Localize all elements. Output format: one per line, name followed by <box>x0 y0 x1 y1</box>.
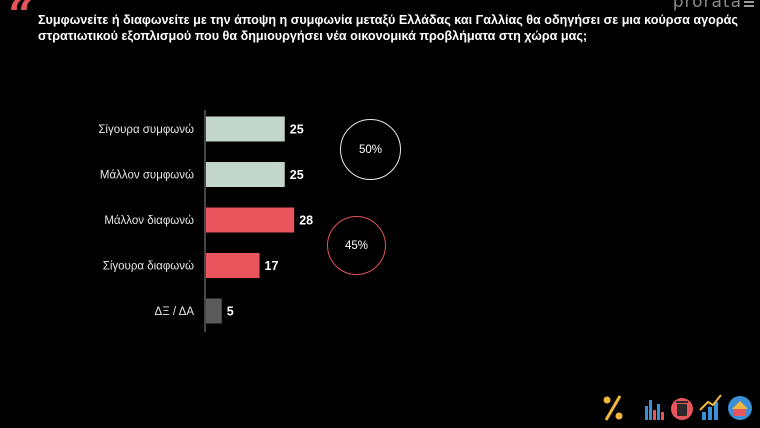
category-label: ΔΞ / ΔΑ <box>155 306 195 318</box>
percent-icon <box>603 395 623 421</box>
bar <box>206 162 285 187</box>
footer-icons <box>603 394 752 421</box>
bar-chart-icon <box>645 400 664 420</box>
disagree-total-label: 45% <box>344 239 369 252</box>
category-label: Σίγουρα διαφωνώ <box>103 261 194 273</box>
agree-total-label: 50% <box>358 143 383 156</box>
value-label: 28 <box>299 214 313 228</box>
logo-lines-icon <box>744 0 754 7</box>
house-icon <box>728 396 752 420</box>
prorata-logo: prorata <box>672 0 742 12</box>
category-label: Μάλλον διαφωνώ <box>104 215 194 227</box>
growth-chart-icon <box>699 394 722 420</box>
category-label: Μάλλον συμφωνώ <box>100 170 194 182</box>
value-label: 25 <box>290 168 304 182</box>
agree-total-circle: 50% <box>340 119 401 180</box>
bar <box>206 253 260 278</box>
bar <box>206 207 295 233</box>
category-label: Σίγουρα συμφωνώ <box>98 124 194 136</box>
disagree-total-circle: 45% <box>327 216 386 275</box>
value-label: 17 <box>265 259 279 273</box>
value-label: 25 <box>290 123 304 137</box>
trash-bin-icon <box>671 398 693 420</box>
value-label: 5 <box>227 305 234 319</box>
quote-mark-icon: “ <box>8 0 34 41</box>
bar <box>206 116 285 142</box>
bar <box>206 298 222 324</box>
survey-question: Συμφωνείτε ή διαφωνείτε με την άποψη η σ… <box>38 13 738 43</box>
